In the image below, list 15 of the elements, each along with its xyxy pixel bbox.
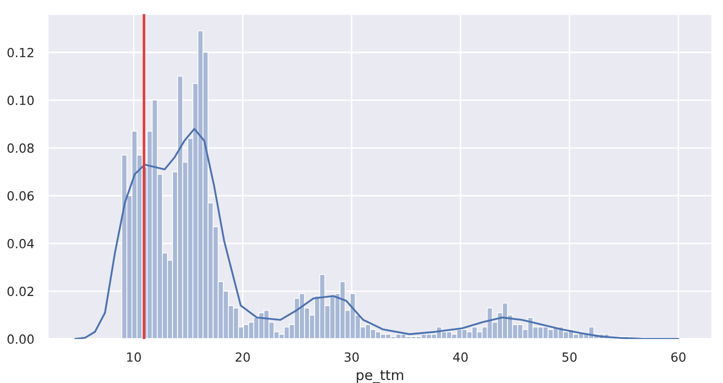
y-tick-label: 0.04 [8,238,34,248]
y-tick-label: 0.00 [8,334,34,344]
x-tick-label: 30 [344,352,359,362]
x-tick-label: 20 [236,352,250,362]
x-tick-label: 10 [127,352,141,362]
x-axis-title: pe_ttm [356,370,404,383]
y-tick-label: 0.12 [8,48,34,58]
y-tick-label: 0.06 [8,191,34,201]
x-tick-label: 60 [671,352,686,362]
y-tick-label: 0.08 [8,143,34,153]
y-tick-label: 0.10 [8,96,34,106]
x-tick-label: 50 [562,352,577,362]
x-tick-label: 40 [453,352,468,362]
y-tick-label: 0.02 [8,286,34,296]
line-series [74,128,680,339]
